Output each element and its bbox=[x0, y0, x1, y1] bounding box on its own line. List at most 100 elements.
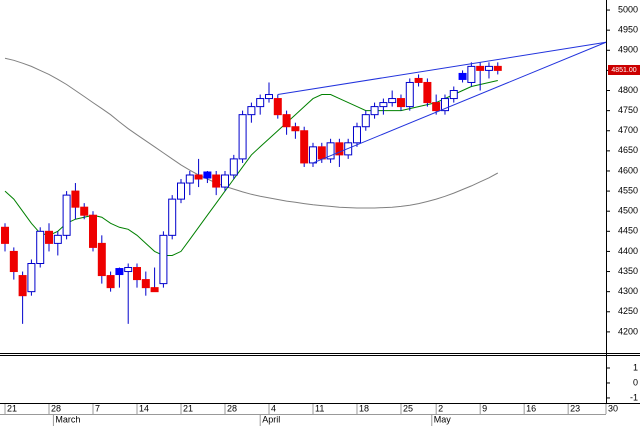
x-tick-label: 9 bbox=[482, 403, 487, 413]
candle-body bbox=[71, 190, 80, 208]
x-tick-label: 7 bbox=[95, 403, 100, 413]
x-tick-label: 28 bbox=[227, 403, 237, 413]
candle-body bbox=[141, 279, 150, 289]
x-tick-label: 2 bbox=[438, 403, 443, 413]
candle-body bbox=[388, 98, 397, 104]
month-label: April bbox=[262, 414, 280, 424]
candle-body bbox=[80, 206, 89, 216]
candle-body bbox=[115, 268, 124, 276]
x-tick-label: 18 bbox=[359, 403, 369, 413]
y-tick-label: 5000 bbox=[618, 4, 638, 14]
x-tick-label: 25 bbox=[403, 403, 413, 413]
y-tick-label: 4350 bbox=[618, 266, 638, 276]
candle-body bbox=[36, 230, 45, 264]
x-tick-label: 21 bbox=[183, 403, 193, 413]
candle-body bbox=[212, 174, 221, 188]
candle-body bbox=[423, 81, 432, 104]
candle-body bbox=[449, 90, 458, 100]
candle-body bbox=[405, 81, 414, 108]
candle-body bbox=[264, 94, 273, 100]
candle-body bbox=[370, 106, 379, 116]
candle-body bbox=[317, 146, 326, 160]
month-label: May bbox=[434, 414, 452, 424]
trendline bbox=[312, 41, 607, 164]
y-tick-label: 4400 bbox=[618, 246, 638, 256]
candle-body bbox=[62, 194, 71, 236]
candle-body bbox=[458, 72, 467, 80]
candle-body bbox=[476, 65, 485, 71]
y-tick-label: 4550 bbox=[618, 185, 638, 195]
y-tick-label: 0 bbox=[633, 377, 638, 387]
candle-body bbox=[97, 242, 106, 277]
candle-body bbox=[27, 262, 36, 293]
candle-body bbox=[1, 226, 10, 244]
candle-body bbox=[89, 214, 98, 248]
candle-body bbox=[203, 171, 212, 179]
candle-body bbox=[185, 174, 194, 184]
last-price-label: 4851.00 bbox=[611, 67, 636, 74]
candle-body bbox=[273, 98, 282, 116]
x-tick-label: 23 bbox=[570, 403, 580, 413]
y-tick-label: 4450 bbox=[618, 226, 638, 236]
y-tick-label: 4750 bbox=[618, 105, 638, 115]
candle-body bbox=[440, 98, 449, 112]
x-tick-label: 16 bbox=[526, 403, 536, 413]
moving-average-slow bbox=[4, 57, 499, 209]
candle-body bbox=[150, 287, 159, 293]
candle-body bbox=[194, 174, 203, 180]
candle-body bbox=[300, 130, 309, 164]
candle-body bbox=[493, 65, 502, 71]
y-tick-label: -1 bbox=[630, 392, 638, 402]
trendline bbox=[277, 41, 607, 96]
moving-average-fast bbox=[4, 80, 498, 256]
candle-body bbox=[168, 198, 177, 236]
candle-body bbox=[133, 267, 142, 281]
y-tick-label: 4600 bbox=[618, 165, 638, 175]
candle-body bbox=[467, 65, 476, 83]
candle-body bbox=[308, 146, 317, 164]
candle-body bbox=[106, 275, 115, 289]
candle-body bbox=[238, 114, 247, 160]
candle-body bbox=[53, 234, 62, 244]
candle-body bbox=[414, 77, 423, 83]
y-tick-label: 4700 bbox=[618, 125, 638, 135]
candle-body bbox=[229, 158, 238, 176]
candle-body bbox=[282, 114, 291, 128]
candle-body bbox=[18, 275, 27, 297]
candle-body bbox=[176, 182, 185, 200]
candle-body bbox=[247, 106, 256, 116]
candle-body bbox=[124, 267, 133, 273]
y-tick-label: 4200 bbox=[618, 326, 638, 336]
month-label: March bbox=[55, 414, 80, 424]
y-tick-label: 4800 bbox=[618, 85, 638, 95]
candle-body bbox=[291, 126, 300, 132]
y-tick-label: 4950 bbox=[618, 25, 638, 35]
candle-body bbox=[45, 230, 54, 244]
x-tick-label: 30 bbox=[608, 403, 618, 413]
x-tick-label: 28 bbox=[51, 403, 61, 413]
y-tick-label: 4900 bbox=[618, 45, 638, 55]
x-tick-label: 4 bbox=[271, 403, 276, 413]
y-tick-label: 4300 bbox=[618, 286, 638, 296]
y-tick-label: 4250 bbox=[618, 306, 638, 316]
candle-body bbox=[220, 174, 229, 188]
candle-body bbox=[326, 142, 335, 160]
x-tick-label: 21 bbox=[7, 403, 17, 413]
candle-body bbox=[335, 142, 344, 156]
candle-body bbox=[361, 114, 370, 128]
candle-body bbox=[396, 98, 405, 108]
x-tick-label: 14 bbox=[139, 403, 149, 413]
candle-body bbox=[256, 98, 265, 108]
candle-body bbox=[432, 102, 441, 112]
y-tick-label: 1 bbox=[633, 362, 638, 372]
candle-body bbox=[379, 102, 388, 108]
candle-body bbox=[484, 65, 493, 71]
candle-body bbox=[159, 234, 168, 285]
y-tick-label: 4500 bbox=[618, 206, 638, 216]
last-price-box bbox=[608, 64, 640, 75]
y-tick-label: 4650 bbox=[618, 145, 638, 155]
x-tick-label: 11 bbox=[315, 403, 324, 413]
candle-body bbox=[9, 250, 18, 273]
